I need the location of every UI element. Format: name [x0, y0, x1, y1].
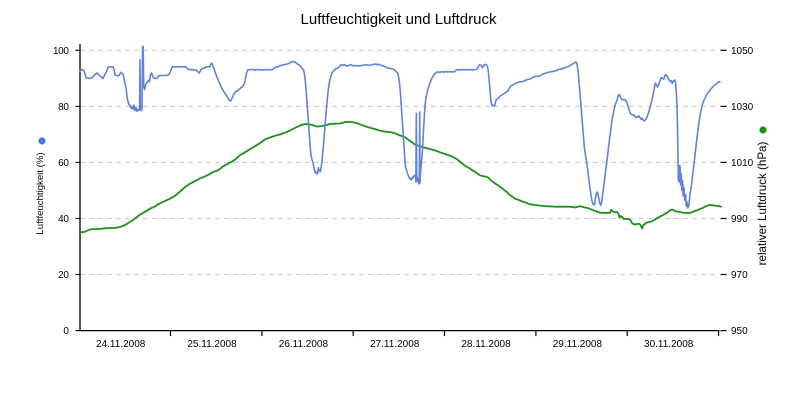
svg-text:1050: 1050: [731, 46, 754, 57]
svg-text:1010: 1010: [731, 158, 754, 169]
svg-text:1030: 1030: [731, 102, 754, 113]
svg-text:60: 60: [58, 158, 69, 169]
svg-text:28.11.2008: 28.11.2008: [461, 339, 511, 350]
svg-text:100: 100: [53, 46, 69, 57]
svg-text:30.11.2008: 30.11.2008: [644, 339, 694, 350]
svg-text:Luftfeuchtigkeit und Luftdruck: Luftfeuchtigkeit und Luftdruck: [301, 11, 497, 28]
svg-text:970: 970: [731, 270, 748, 281]
svg-text:Luftfeuchtigkeit (%): Luftfeuchtigkeit (%): [35, 152, 46, 234]
svg-text:950: 950: [731, 326, 748, 337]
svg-text:24.11.2008: 24.11.2008: [96, 339, 146, 350]
svg-text:40: 40: [58, 214, 69, 225]
svg-text:26.11.2008: 26.11.2008: [279, 339, 329, 350]
svg-text:29.11.2008: 29.11.2008: [553, 339, 603, 350]
svg-text:0: 0: [63, 326, 69, 337]
svg-text:20: 20: [58, 270, 69, 281]
svg-text:25.11.2008: 25.11.2008: [187, 339, 237, 350]
svg-text:relativer Luftdruck (hPa): relativer Luftdruck (hPa): [756, 142, 769, 266]
svg-text:80: 80: [58, 102, 69, 113]
svg-text:990: 990: [731, 214, 748, 225]
svg-text:27.11.2008: 27.11.2008: [370, 339, 420, 350]
